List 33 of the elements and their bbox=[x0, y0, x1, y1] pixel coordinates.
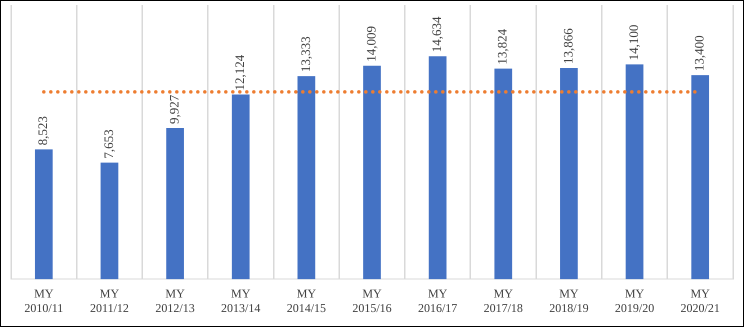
data-label: 13,824 bbox=[494, 28, 510, 65]
data-label: 8,523 bbox=[35, 116, 50, 146]
x-tick-label: MY 2019/20 bbox=[614, 286, 654, 315]
data-label: 14,634 bbox=[429, 16, 444, 52]
bar bbox=[100, 162, 118, 280]
x-tick-label: MY 2013/14 bbox=[221, 286, 260, 315]
x-tick-label: MY 2017/18 bbox=[484, 286, 523, 315]
x-tick-label: MY 2020/21 bbox=[680, 286, 720, 315]
x-tick-label: MY 2010/11 bbox=[24, 286, 64, 315]
data-label: 14,100 bbox=[626, 24, 641, 60]
data-label: 12,124 bbox=[232, 54, 248, 91]
x-tick-label: MY 2016/17 bbox=[418, 286, 458, 315]
bar bbox=[494, 68, 512, 280]
x-tick-label: MY 2014/15 bbox=[286, 286, 326, 315]
x-tick-label: MY 2011/12 bbox=[90, 286, 129, 315]
data-label: 9,927 bbox=[166, 94, 182, 124]
bar bbox=[428, 56, 446, 280]
bar bbox=[626, 64, 644, 280]
data-label: 13,400 bbox=[692, 35, 707, 72]
x-tick-label: MY 2015/16 bbox=[352, 286, 392, 315]
data-label: 14,009 bbox=[363, 26, 378, 62]
bar bbox=[691, 75, 710, 280]
bar bbox=[34, 149, 53, 280]
bar bbox=[298, 76, 316, 280]
x-tick-label: MY 2012/13 bbox=[155, 286, 195, 315]
bar bbox=[232, 94, 250, 280]
data-label: 13,333 bbox=[298, 36, 313, 72]
data-label: 7,653 bbox=[100, 129, 116, 159]
bar bbox=[166, 128, 184, 280]
x-tick-label: MY 2018/19 bbox=[549, 286, 589, 315]
data-label: 13,866 bbox=[560, 28, 576, 64]
bar bbox=[363, 66, 381, 280]
bar bbox=[560, 68, 578, 280]
